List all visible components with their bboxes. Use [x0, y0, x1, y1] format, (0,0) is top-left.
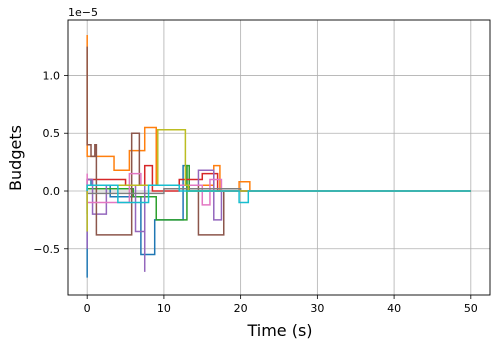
x-tick-label: 30 — [310, 302, 324, 315]
y-tick-label: 0.0 — [43, 185, 61, 198]
series-line-2 — [86, 35, 471, 192]
y-tick-label: −0.5 — [33, 243, 60, 256]
x-tick-label: 10 — [157, 302, 171, 315]
series-line-5 — [86, 169, 471, 272]
axis-ticks: 0 10 20 30 40 50 −0.5 0.0 0.5 1.0 — [33, 69, 478, 315]
y-axis-label: Budgets — [6, 125, 25, 191]
y-tick-label: 0.5 — [43, 127, 61, 140]
x-tick-label: 40 — [387, 302, 401, 315]
grid-lines — [68, 20, 490, 295]
x-axis-label: Time (s) — [246, 321, 312, 340]
x-tick-label: 20 — [234, 302, 248, 315]
x-tick-label: 50 — [464, 302, 478, 315]
series-line-4 — [86, 164, 471, 192]
series-line-10 — [86, 184, 471, 204]
x-tick-label: 0 — [84, 302, 91, 315]
plot-frame — [67, 19, 491, 296]
series-lines — [86, 35, 471, 278]
y-offset-label: 1e−5 — [68, 6, 98, 19]
series-line-6 — [86, 46, 471, 236]
y-tick-label: 1.0 — [43, 69, 61, 82]
